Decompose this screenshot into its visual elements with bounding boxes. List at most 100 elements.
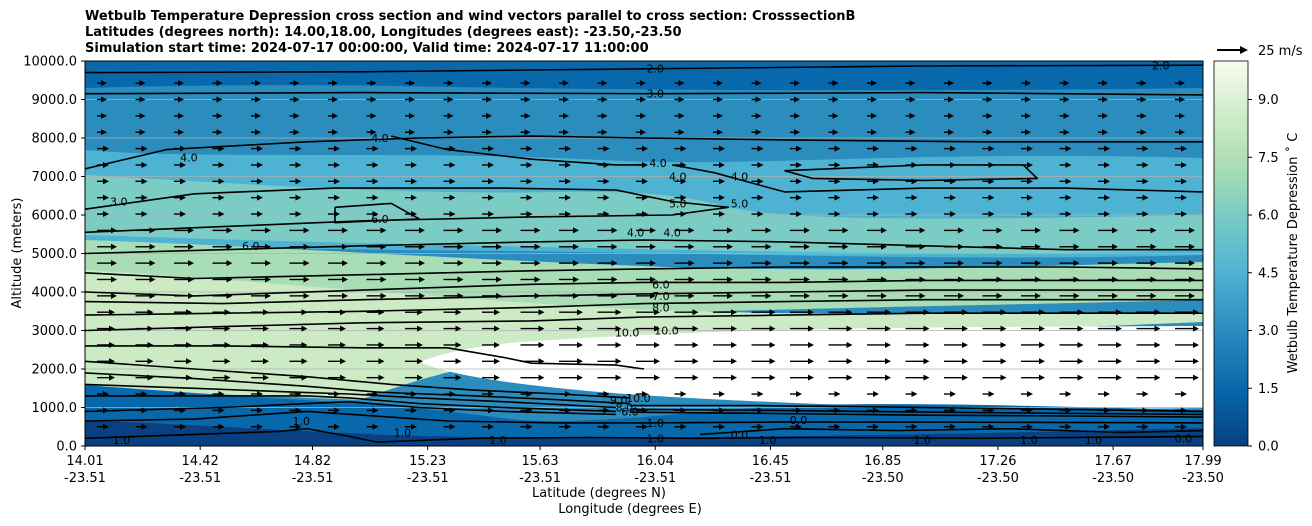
wind-vector-head: [1189, 276, 1195, 283]
wind-vector-head: [372, 423, 379, 430]
wind-vector-head: [1181, 178, 1187, 185]
wind-vector-head: [265, 260, 271, 267]
wind-vector-head: [1035, 243, 1041, 250]
wind-vector-head: [988, 178, 995, 185]
wind-vector-head: [1104, 145, 1110, 152]
wind-vector-head: [293, 129, 300, 136]
wind-vector-head: [796, 423, 802, 430]
wind-vector-head: [804, 292, 810, 299]
wind-vector-head: [885, 374, 891, 381]
wind-vector-head: [603, 407, 610, 414]
wind-vector-head: [1073, 227, 1080, 234]
wind-vector-head: [919, 227, 926, 234]
contour-line: [85, 395, 616, 413]
wind-vector-head: [731, 341, 737, 348]
wind-vector-head: [603, 391, 610, 398]
wind-vector-head: [1025, 96, 1031, 103]
wind-vector-head: [755, 112, 762, 119]
wind-vector-head: [380, 276, 387, 283]
wind-vector-head: [488, 178, 494, 185]
wind-vector-head: [1142, 178, 1149, 185]
wind-vector-head: [534, 292, 541, 299]
wind-vector-head: [1154, 309, 1161, 316]
wind-vector-head: [731, 374, 737, 381]
wind-vector-head: [765, 276, 772, 283]
wind-vector-head: [180, 391, 186, 398]
contour-line: [700, 427, 1203, 436]
contour-line: [85, 410, 1203, 424]
contour-label: 6.0: [621, 405, 639, 418]
wind-vector-head: [295, 423, 302, 430]
contour-label: 0.0: [1175, 432, 1193, 445]
wind-vector-head: [216, 96, 223, 103]
wind-vector-head: [180, 145, 186, 152]
wind-vector-head: [601, 80, 608, 87]
wind-vector-head: [224, 374, 231, 381]
x-tick-label-lon: -23.50: [977, 471, 1019, 486]
contour-label: 4.0: [669, 171, 687, 184]
wind-vector-head: [186, 325, 192, 332]
wind-vector-head: [573, 227, 579, 234]
wind-vector-head: [224, 325, 231, 332]
colorbar-tick-label: 9.0: [1258, 93, 1279, 108]
y-axis-label: Altitude (meters): [10, 198, 25, 309]
wind-vector-head: [534, 276, 541, 283]
wind-vector-head: [601, 96, 608, 103]
wind-vector-head: [873, 178, 879, 185]
vector-key-label: 25 m/s: [1258, 44, 1303, 59]
wind-vector-head: [449, 391, 456, 398]
wind-vector-head: [139, 80, 146, 87]
wind-vector-head: [769, 358, 776, 365]
wind-vector-head: [372, 391, 379, 398]
wind-vector-head: [1000, 358, 1007, 365]
x-tick-label-lat: 17.26: [979, 454, 1016, 469]
wind-vector-head: [455, 309, 462, 316]
wind-vector-head: [447, 96, 454, 103]
wind-vector-head: [332, 96, 338, 103]
wind-vector-head: [1181, 145, 1187, 152]
wind-vector-head: [496, 276, 502, 283]
wind-vector-head: [919, 260, 926, 267]
wind-vector-head: [692, 358, 699, 365]
wind-vector-head: [111, 227, 117, 234]
wind-vector-head: [640, 112, 646, 119]
wind-vector-head: [962, 374, 968, 381]
wind-vector-head: [678, 112, 685, 119]
wind-vector-head: [804, 227, 810, 234]
wind-vector-head: [832, 96, 839, 103]
wind-vector-head: [301, 374, 308, 381]
wind-vector-head: [263, 358, 269, 365]
contour-label: 5.0: [669, 197, 687, 210]
wind-vector-head: [255, 80, 261, 87]
wind-vector-head: [218, 407, 225, 414]
y-tick-label: 2000.0: [32, 363, 78, 378]
wind-vector-head: [447, 80, 454, 87]
wind-vector-head: [524, 80, 531, 87]
wind-vector-head: [688, 292, 695, 299]
wind-vector-head: [1035, 260, 1041, 267]
wind-vector-head: [1104, 178, 1110, 185]
wind-vector-head: [719, 145, 725, 152]
wind-vector-head: [149, 292, 156, 299]
wind-vector-head: [794, 112, 800, 119]
wind-vector-head: [846, 341, 853, 348]
wind-vector-head: [1027, 161, 1033, 168]
wind-vector-head: [1027, 178, 1033, 185]
wind-vector-head: [257, 391, 263, 398]
wind-vector-head: [565, 194, 571, 201]
wind-vector-head: [885, 325, 891, 332]
wind-vector-head: [950, 178, 956, 185]
wind-vector-head: [226, 292, 233, 299]
wind-vector-head: [1112, 260, 1118, 267]
wind-vector-head: [834, 423, 841, 430]
wind-vector-head: [496, 292, 502, 299]
wind-vector-head: [804, 260, 810, 267]
wind-vector-head: [911, 145, 918, 152]
wind-vector-head: [186, 374, 192, 381]
wind-vector-head: [642, 161, 648, 168]
wind-vector-head: [180, 211, 186, 218]
title-line-1: Wetbulb Temperature Depression cross sec…: [85, 9, 856, 24]
colorbar-gradient: [1214, 61, 1248, 446]
wind-vector-head: [1181, 194, 1187, 201]
wind-vector-head: [769, 309, 776, 316]
